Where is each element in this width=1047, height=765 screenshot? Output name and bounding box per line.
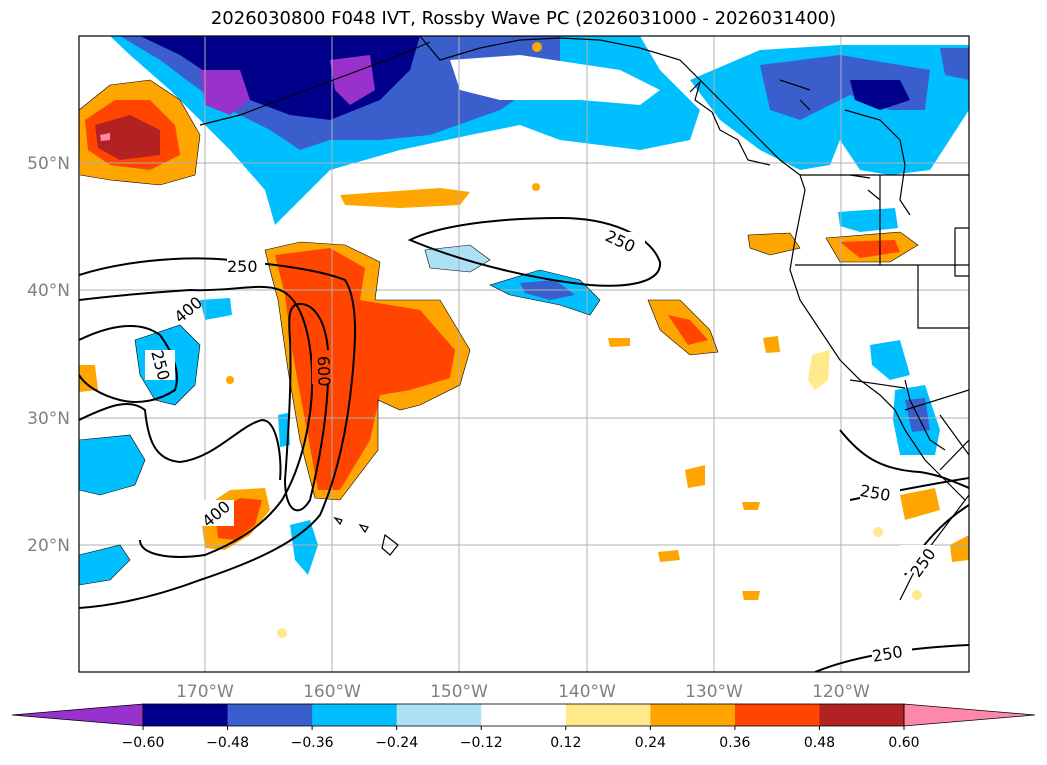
colorbar-segment: [565, 704, 651, 726]
longitude-labels: 170°W 160°W 150°W 140°W 130°W 120°W: [176, 682, 870, 702]
colorbar-tick-label: 0.24: [635, 735, 666, 751]
map-content: 250 400 250 600 400 250 250 250 250: [79, 36, 969, 672]
lat-label-40n: 40°N: [27, 281, 70, 301]
colorbar-segment: [143, 704, 229, 726]
colorbar-segment: [650, 704, 736, 726]
colorbar-tick-label: 0.60: [888, 735, 919, 751]
colorbar-tick-label: 0.12: [550, 735, 581, 751]
ivt-contour-250-central: [407, 216, 662, 287]
contour-label-600: 600: [314, 356, 334, 387]
contour-labels: 250 400 250 600 400 250 250 250 250: [145, 226, 940, 666]
map-border: [78, 35, 970, 673]
lon-label-120w: 120°W: [812, 682, 870, 702]
colorbar-tick-label: 0.48: [804, 735, 835, 751]
colorbar-tick-labels: −0.60 −0.48 −0.36 −0.24 −0.12 0.12 0.24 0.36 0.4…: [122, 726, 920, 751]
positive-pc-region-central-pacific: [79, 42, 969, 638]
colorbar-tick-label: −0.36: [291, 735, 334, 751]
colorbar-extend-low: [11, 703, 144, 727]
lat-label-30n: 30°N: [27, 409, 70, 429]
pc-contour-edges: [79, 79, 919, 586]
graticule: [79, 36, 969, 672]
ivt-contour-250-east: [839, 429, 969, 489]
colorbar: [11, 703, 1036, 727]
colorbar-segment: [227, 704, 313, 726]
colorbar-tick-label: 0.36: [719, 735, 750, 751]
colorbar-tick-label: −0.48: [206, 735, 249, 751]
negative-pc-region-nw-coast: [690, 45, 969, 175]
ivt-contour-600: [283, 303, 330, 512]
contour-label-250-a: 250: [227, 257, 258, 276]
lat-label-50n: 50°N: [27, 154, 70, 174]
colorbar-border: [142, 703, 905, 727]
lat-label-20n: 20°N: [27, 536, 70, 556]
lon-label-150w: 150°W: [430, 682, 488, 702]
colorbar-segment: [819, 704, 905, 726]
positive-pc-region-aleutian: [79, 80, 200, 185]
ivt-contour-250-west: [79, 324, 178, 403]
colorbar-tick-label: −0.60: [122, 735, 165, 751]
ivt-contour-400-west: [79, 402, 282, 481]
coastlines: [199, 36, 969, 601]
map-title: 2026030800 F048 IVT, Rossby Wave PC (202…: [210, 8, 837, 29]
latitude-labels: 50°N 40°N 30°N 20°N: [27, 154, 70, 556]
colorbar-extend-high: [903, 703, 1036, 727]
lon-label-130w: 130°W: [685, 682, 743, 702]
colorbar-segment: [481, 704, 567, 726]
colorbar-segment: [312, 704, 398, 726]
lon-label-170w: 170°W: [176, 682, 234, 702]
colorbar-tick-label: −0.12: [460, 735, 503, 751]
lon-label-140w: 140°W: [558, 682, 616, 702]
negative-pc-region-north: [110, 36, 700, 225]
lon-label-160w: 160°W: [303, 682, 361, 702]
colorbar-segment: [734, 704, 820, 726]
colorbar-segment: [396, 704, 482, 726]
colorbar-tick-label: −0.24: [375, 735, 418, 751]
